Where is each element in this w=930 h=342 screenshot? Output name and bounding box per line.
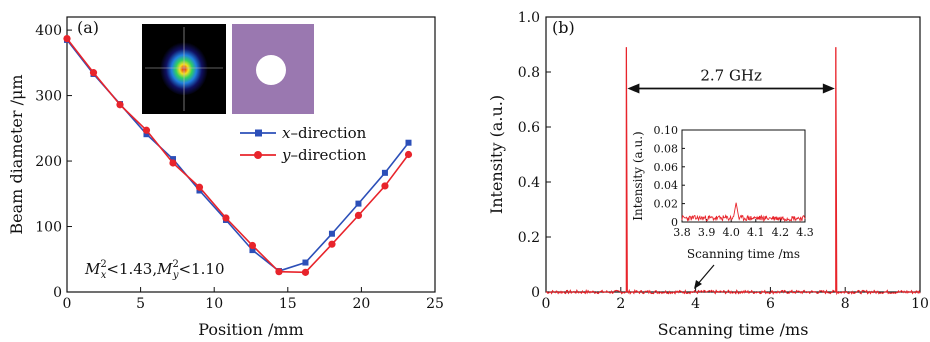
series-line-2 (66, 38, 410, 274)
m2-annotation: M2 x<1.43,M2 y<1.10 (84, 259, 224, 281)
data-point (354, 211, 363, 219)
data-point (116, 101, 124, 109)
m2-x-M: M (84, 260, 101, 278)
inset-y-tick-label: 0 (671, 216, 678, 229)
data-point (381, 182, 389, 190)
fsr-arrow-head-right (822, 83, 835, 94)
data-point (63, 35, 71, 43)
m2-y-sub: y (172, 270, 179, 281)
data-point (355, 200, 362, 207)
inset-pointer-head (694, 280, 702, 289)
inset-x-tick-label: 3.9 (698, 226, 716, 239)
x-tick-label: 8 (841, 296, 850, 312)
data-point (248, 241, 257, 250)
inset-x-tick-label: 3.8 (673, 226, 691, 239)
chart-b: 0 2 4 6 8 10 0 0.2 0.4 0.6 0.8 1.0 Scanning time /ms… (487, 10, 929, 339)
inset-y-tick-label: 0.10 (654, 124, 679, 137)
legend-label: y–direction (281, 146, 367, 164)
y-axis-label: Intensity (a.u.) (487, 95, 506, 214)
panel-label: (b) (552, 18, 575, 37)
data-point (301, 268, 310, 276)
inset-pointer-line (696, 264, 715, 286)
y-tick-label: 100 (35, 220, 62, 236)
m2-y-val: <1.10 (179, 260, 225, 278)
m2-y-M: M (156, 260, 173, 278)
inset-x-tick-label: 4.0 (722, 226, 740, 239)
data-point (302, 259, 309, 266)
x-tick-label: 15 (279, 296, 297, 312)
y-tick-label: 300 (35, 89, 62, 105)
inset-x-tick-label: 4.1 (747, 226, 765, 239)
legend-label: x–direction (282, 124, 367, 142)
x-tick-label: 6 (766, 296, 775, 312)
x-axis-label: Position /mm (198, 320, 303, 339)
plot-frame (66, 16, 436, 293)
x-tick-label: 0 (542, 296, 551, 312)
plot-frame (545, 16, 921, 293)
legend-label-rest: –direction (290, 124, 366, 142)
data-point (89, 69, 98, 77)
x-tick-label: 2 (616, 296, 625, 312)
y-tick-label: 0 (53, 285, 62, 301)
inset-x-axis-label: Scanning time /ms (687, 247, 800, 261)
data-point (169, 159, 177, 167)
y-tick-label: 0.8 (518, 65, 540, 81)
m2-y-sup: 2 (172, 259, 178, 270)
inset-y-tick-label: 0.06 (654, 161, 679, 174)
inset-y-tick-label: 0.04 (654, 179, 679, 192)
inset-x-tick-label: 4.2 (772, 226, 790, 239)
y-axis-label: Beam diameter /μm (7, 74, 26, 234)
legend-marker (254, 151, 262, 159)
data-point (381, 169, 388, 176)
y-tick-label: 0.6 (518, 120, 540, 136)
fsr-arrow-head-left (627, 83, 640, 94)
y-tick-label: 1.0 (518, 10, 540, 26)
data-point (404, 150, 413, 159)
data-point (195, 183, 204, 191)
legend-label-rest: –direction (290, 146, 366, 164)
x-axis-label: Scanning time /ms (658, 320, 809, 339)
x-tick-label: 25 (426, 296, 444, 312)
m2-x-sub: x (101, 270, 107, 281)
y-tick-label: 0 (531, 285, 540, 301)
y-tick-label: 200 (35, 154, 62, 170)
legend-label-var: y (281, 146, 291, 164)
data-point (405, 139, 412, 146)
inset-trace (681, 202, 806, 223)
x-tick-label: 20 (352, 296, 370, 312)
data-point (143, 131, 150, 138)
chart-a: 0 5 10 15 20 25 0 100 200 300 400 Position /mm Beam … (7, 16, 444, 339)
data-point (142, 126, 151, 134)
y-tick-label: 0.2 (518, 230, 540, 246)
x-tick-label: 5 (136, 296, 145, 312)
x-tick-label: 10 (911, 296, 929, 312)
x-tick-label: 10 (205, 296, 223, 312)
data-point (169, 156, 176, 163)
inset-y-tick-label: 0.08 (654, 142, 679, 155)
intensity-trace (545, 47, 921, 296)
x-tick-label: 4 (691, 296, 700, 312)
data-point (328, 240, 336, 248)
panel-label: (a) (77, 18, 99, 37)
inset-y-axis-label: Intensity (a.u.) (631, 131, 645, 220)
y-tick-label: 0.4 (518, 175, 540, 191)
data-point (249, 247, 256, 254)
fsr-label: 2.7 GHz (700, 67, 762, 85)
data-point (328, 230, 335, 237)
beam-spot-white (256, 55, 286, 85)
inset-y-tick-label: 0.02 (654, 198, 679, 211)
x-tick-label: 0 (63, 296, 72, 312)
legend-marker (255, 129, 262, 137)
m2-x-sup: 2 (100, 259, 106, 270)
y-tick-label: 400 (35, 23, 62, 39)
data-point (222, 214, 230, 222)
data-point (275, 268, 283, 276)
inset-frame (681, 129, 806, 223)
m2-x-val: <1.43, (106, 260, 157, 278)
inset-x-tick-label: 4.3 (796, 226, 814, 239)
legend-label-var: x (282, 124, 291, 142)
